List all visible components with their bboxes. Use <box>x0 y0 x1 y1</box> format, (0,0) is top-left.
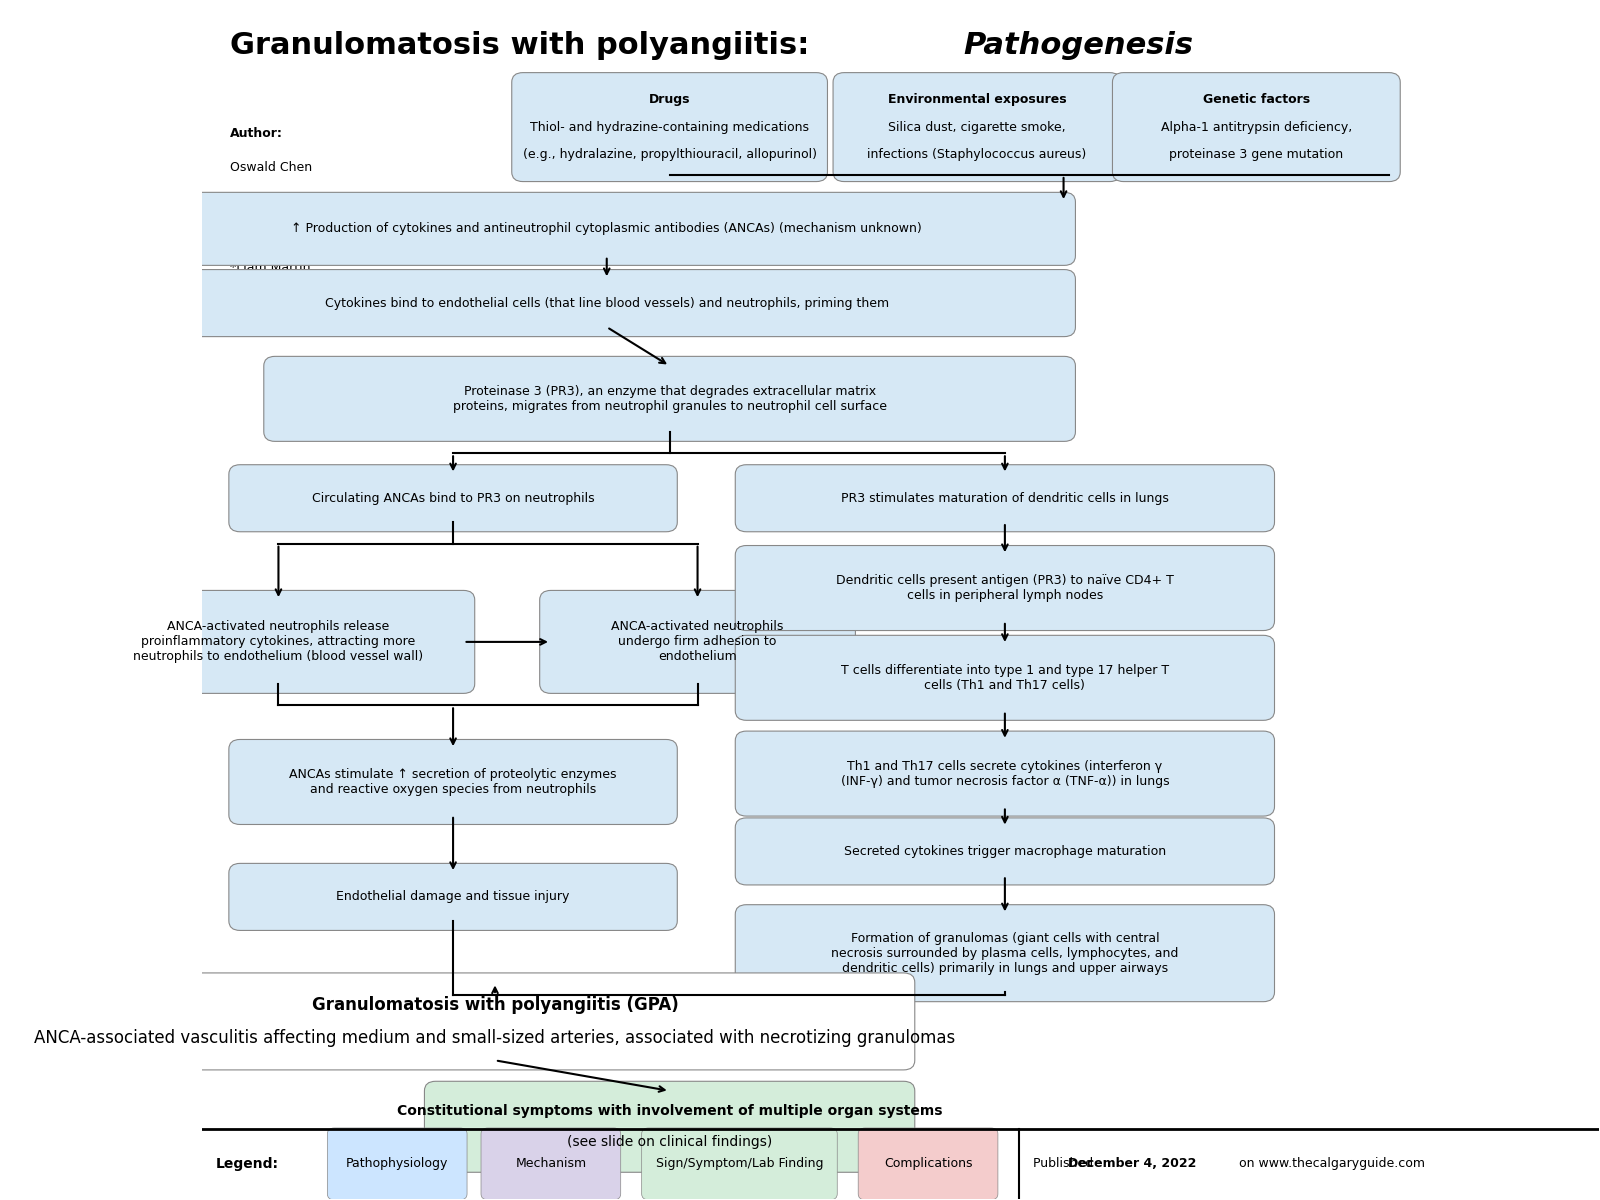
Text: *Liam Martin: *Liam Martin <box>229 262 310 274</box>
FancyBboxPatch shape <box>736 905 1275 1002</box>
Text: Th1 and Th17 cells secrete cytokines (interferon γ
(INF-γ) and tumor necrosis fa: Th1 and Th17 cells secrete cytokines (in… <box>840 760 1170 787</box>
FancyBboxPatch shape <box>138 192 1075 265</box>
Text: Alpha-1 antitrypsin deficiency,: Alpha-1 antitrypsin deficiency, <box>1160 120 1352 133</box>
Text: Endothelial damage and tissue injury: Endothelial damage and tissue injury <box>336 890 570 904</box>
Text: Environmental exposures: Environmental exposures <box>888 94 1066 107</box>
FancyBboxPatch shape <box>82 590 475 694</box>
Text: Granulomatosis with polyangiitis (GPA): Granulomatosis with polyangiitis (GPA) <box>312 996 678 1014</box>
FancyBboxPatch shape <box>736 546 1275 630</box>
Text: ANCAs stimulate ↑ secretion of proteolytic enzymes
and reactive oxygen species f: ANCAs stimulate ↑ secretion of proteolyt… <box>290 768 618 796</box>
Text: Secreted cytokines trigger macrophage maturation: Secreted cytokines trigger macrophage ma… <box>843 845 1166 858</box>
Text: Author:: Author: <box>229 127 283 140</box>
FancyBboxPatch shape <box>264 356 1075 442</box>
Text: T cells differentiate into type 1 and type 17 helper T
cells (Th1 and Th17 cells: T cells differentiate into type 1 and ty… <box>842 664 1170 692</box>
FancyBboxPatch shape <box>858 1128 998 1200</box>
FancyBboxPatch shape <box>229 739 677 824</box>
Text: Pathophysiology: Pathophysiology <box>346 1157 448 1170</box>
FancyBboxPatch shape <box>229 863 677 930</box>
Text: (e.g., hydralazine, propylthiouracil, allopurinol): (e.g., hydralazine, propylthiouracil, al… <box>523 148 816 161</box>
Text: Ben Campbell: Ben Campbell <box>229 228 317 241</box>
FancyBboxPatch shape <box>1112 73 1400 181</box>
Text: PR3 stimulates maturation of dendritic cells in lungs: PR3 stimulates maturation of dendritic c… <box>842 492 1170 505</box>
Text: Granulomatosis with polyangiitis:: Granulomatosis with polyangiitis: <box>229 31 819 60</box>
Text: Thiol- and hydrazine-containing medications: Thiol- and hydrazine-containing medicati… <box>530 120 810 133</box>
Text: on www.thecalgaryguide.com: on www.thecalgaryguide.com <box>1235 1157 1426 1170</box>
Text: Cytokines bind to endothelial cells (that line blood vessels) and neutrophils, p: Cytokines bind to endothelial cells (tha… <box>325 296 890 310</box>
Text: Silica dust, cigarette smoke,: Silica dust, cigarette smoke, <box>888 120 1066 133</box>
FancyBboxPatch shape <box>75 973 915 1070</box>
FancyBboxPatch shape <box>229 464 677 532</box>
FancyBboxPatch shape <box>328 1128 467 1200</box>
Text: * MD at time of publication: * MD at time of publication <box>229 295 398 307</box>
Text: Formation of granulomas (giant cells with central
necrosis surrounded by plasma : Formation of granulomas (giant cells wit… <box>830 931 1179 974</box>
Text: Genetic factors: Genetic factors <box>1203 94 1310 107</box>
Text: ANCA-activated neutrophils
undergo firm adhesion to
endothelium: ANCA-activated neutrophils undergo firm … <box>611 620 784 664</box>
Text: Dendritic cells present antigen (PR3) to naïve CD4+ T
cells in peripheral lymph : Dendritic cells present antigen (PR3) to… <box>835 574 1174 602</box>
FancyBboxPatch shape <box>512 73 827 181</box>
Text: Complications: Complications <box>883 1157 973 1170</box>
Text: Drugs: Drugs <box>650 94 690 107</box>
FancyBboxPatch shape <box>642 1128 837 1200</box>
Text: Sign/Symptom/Lab Finding: Sign/Symptom/Lab Finding <box>656 1157 824 1170</box>
FancyBboxPatch shape <box>736 635 1275 720</box>
FancyBboxPatch shape <box>424 1081 915 1172</box>
Text: Reviewers:: Reviewers: <box>229 194 307 208</box>
Text: Legend:: Legend: <box>216 1157 278 1171</box>
FancyBboxPatch shape <box>834 73 1122 181</box>
FancyBboxPatch shape <box>539 590 856 694</box>
FancyBboxPatch shape <box>138 270 1075 337</box>
Text: Proteinase 3 (PR3), an enzyme that degrades extracellular matrix
proteins, migra: Proteinase 3 (PR3), an enzyme that degra… <box>453 385 886 413</box>
FancyBboxPatch shape <box>736 731 1275 816</box>
Text: infections (Staphylococcus aureus): infections (Staphylococcus aureus) <box>867 148 1086 161</box>
Text: Published: Published <box>1034 1157 1098 1170</box>
Text: Oswald Chen: Oswald Chen <box>229 161 312 174</box>
Text: December 4, 2022: December 4, 2022 <box>1067 1157 1197 1170</box>
Text: ↑ Production of cytokines and antineutrophil cytoplasmic antibodies (ANCAs) (mec: ↑ Production of cytokines and antineutro… <box>291 222 922 235</box>
FancyBboxPatch shape <box>736 818 1275 884</box>
Text: Circulating ANCAs bind to PR3 on neutrophils: Circulating ANCAs bind to PR3 on neutrop… <box>312 492 594 505</box>
FancyBboxPatch shape <box>736 464 1275 532</box>
Text: ANCA-associated vasculitis affecting medium and small-sized arteries, associated: ANCA-associated vasculitis affecting med… <box>34 1030 955 1048</box>
Text: ANCA-activated neutrophils release
proinflammatory cytokines, attracting more
ne: ANCA-activated neutrophils release proin… <box>133 620 424 664</box>
Text: Constitutional symptoms with involvement of multiple organ systems: Constitutional symptoms with involvement… <box>397 1104 942 1118</box>
Text: proteinase 3 gene mutation: proteinase 3 gene mutation <box>1170 148 1344 161</box>
FancyBboxPatch shape <box>482 1128 621 1200</box>
Text: Mechanism: Mechanism <box>515 1157 587 1170</box>
Text: Pathogenesis: Pathogenesis <box>963 31 1194 60</box>
Text: (see slide on clinical findings): (see slide on clinical findings) <box>566 1135 773 1150</box>
